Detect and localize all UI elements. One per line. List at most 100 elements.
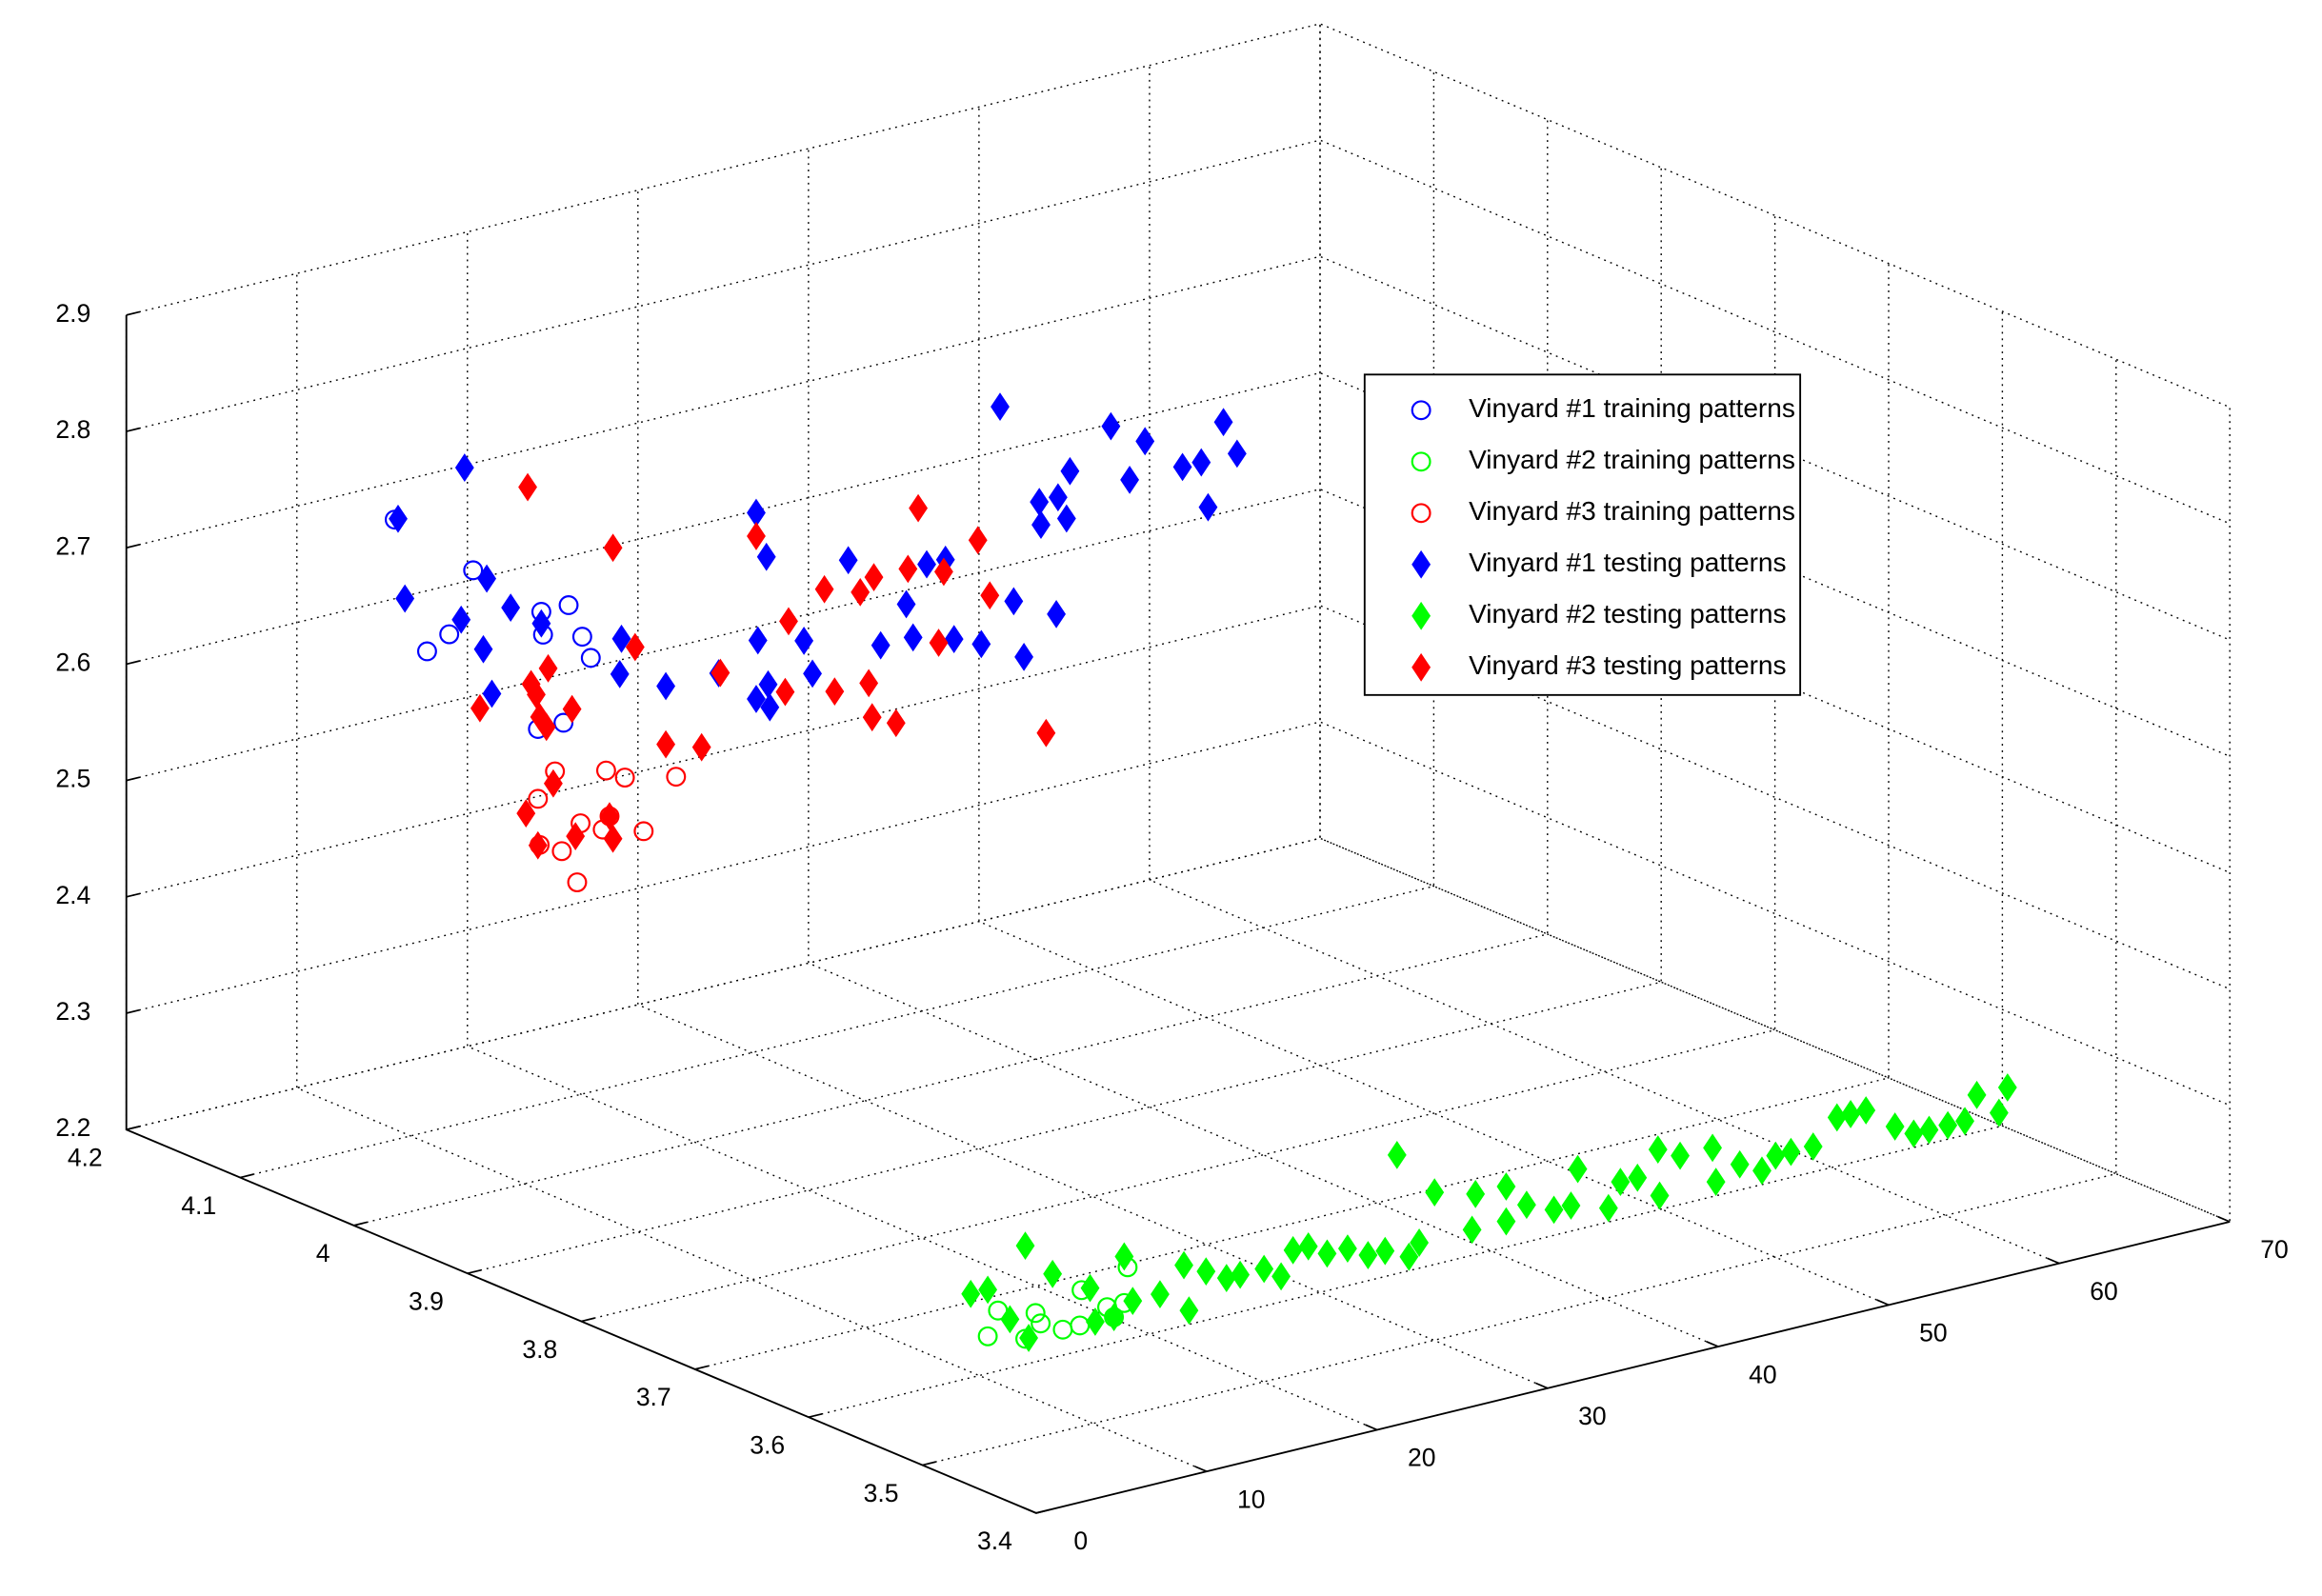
point	[1955, 1107, 1974, 1136]
point	[747, 522, 766, 550]
point	[416, 641, 437, 662]
point	[1827, 1103, 1847, 1132]
point	[1628, 1163, 1648, 1192]
point	[1410, 1228, 1430, 1257]
point	[864, 563, 884, 592]
point	[600, 802, 619, 831]
point	[760, 692, 780, 722]
z-tick-label: 2.9	[55, 299, 90, 328]
point	[562, 694, 582, 724]
point	[1271, 1262, 1291, 1291]
point	[528, 830, 548, 860]
point	[980, 581, 1000, 610]
y-tick-label: 3.7	[636, 1383, 671, 1411]
point	[1052, 1319, 1073, 1340]
z-tick	[126, 1008, 140, 1014]
grid-line	[126, 23, 1321, 1130]
point	[1496, 1207, 1516, 1236]
point	[1070, 1315, 1091, 1336]
point	[518, 472, 537, 502]
point	[898, 554, 918, 584]
point	[666, 767, 687, 788]
point	[1904, 1119, 1924, 1148]
point	[633, 821, 654, 842]
point	[625, 632, 645, 662]
x-tick-label: 50	[1919, 1319, 1947, 1347]
point	[543, 768, 563, 798]
x-tick-label: 30	[1578, 1402, 1606, 1430]
x-tick	[2047, 1257, 2060, 1265]
point	[991, 392, 1010, 422]
point	[756, 542, 776, 571]
grid-line	[126, 371, 2231, 757]
point	[516, 799, 536, 828]
point	[1399, 1242, 1419, 1271]
point	[929, 628, 949, 657]
point	[1752, 1156, 1772, 1186]
point	[551, 841, 572, 862]
y-tick	[808, 1412, 823, 1419]
point	[933, 557, 953, 587]
point	[1516, 1190, 1536, 1220]
point	[1706, 1167, 1726, 1197]
plot-area: 2.2 2.3 2.4 2.5 2.6 2.7 2.8 2.9 3.4 3.5 3.6 3.7 3.8 3…	[55, 23, 2289, 1555]
point	[595, 760, 616, 781]
point	[528, 788, 549, 809]
point	[917, 549, 936, 579]
z-tick-label: 2.5	[55, 765, 90, 793]
grid-line	[467, 231, 1378, 1431]
point	[1174, 1250, 1193, 1280]
point	[553, 712, 574, 733]
grid-line	[126, 837, 2231, 1223]
grid-line	[978, 107, 1890, 1307]
y-tick	[581, 1317, 595, 1323]
legend-label: Vinyard #3 testing patterns	[1469, 650, 1787, 680]
grid-line	[239, 71, 1435, 1179]
point	[567, 872, 588, 893]
z-tick-label: 2.3	[55, 997, 90, 1026]
legend-marker	[1411, 503, 1431, 524]
point	[691, 732, 711, 762]
point	[531, 608, 551, 638]
y-tick-label: 4.2	[68, 1143, 103, 1171]
z-tick-label: 2.8	[55, 415, 90, 444]
series	[528, 760, 687, 893]
x-tick-label: 10	[1237, 1485, 1266, 1513]
point	[389, 504, 408, 533]
point	[1047, 600, 1067, 628]
x-tick	[1194, 1466, 1208, 1472]
point	[961, 1279, 981, 1308]
y-tick-label: 4.1	[181, 1191, 216, 1220]
point	[1496, 1172, 1516, 1201]
point	[1213, 408, 1233, 437]
point	[1561, 1191, 1581, 1220]
z-tick	[126, 543, 140, 549]
point	[603, 824, 623, 853]
y-tick	[1035, 1508, 1051, 1514]
point	[473, 634, 493, 664]
z-tick-label: 2.2	[55, 1113, 90, 1142]
point	[1781, 1137, 1801, 1167]
grid-line	[126, 23, 2231, 409]
point	[1298, 1232, 1318, 1261]
point	[1101, 411, 1121, 441]
point	[1123, 1287, 1143, 1316]
point	[1216, 1264, 1236, 1293]
point	[1036, 718, 1056, 748]
point	[1730, 1149, 1750, 1179]
point	[1856, 1096, 1876, 1125]
point	[1598, 1193, 1618, 1223]
point	[536, 712, 556, 742]
grid-line	[126, 605, 2231, 990]
z-tick-label: 2.4	[55, 881, 90, 909]
z-tick	[126, 892, 140, 898]
x-tick	[1535, 1382, 1549, 1389]
point	[439, 624, 460, 645]
y-tick	[467, 1268, 482, 1275]
y-tick	[126, 1125, 140, 1131]
point	[775, 677, 795, 707]
series	[961, 1073, 2017, 1352]
point	[501, 593, 521, 623]
